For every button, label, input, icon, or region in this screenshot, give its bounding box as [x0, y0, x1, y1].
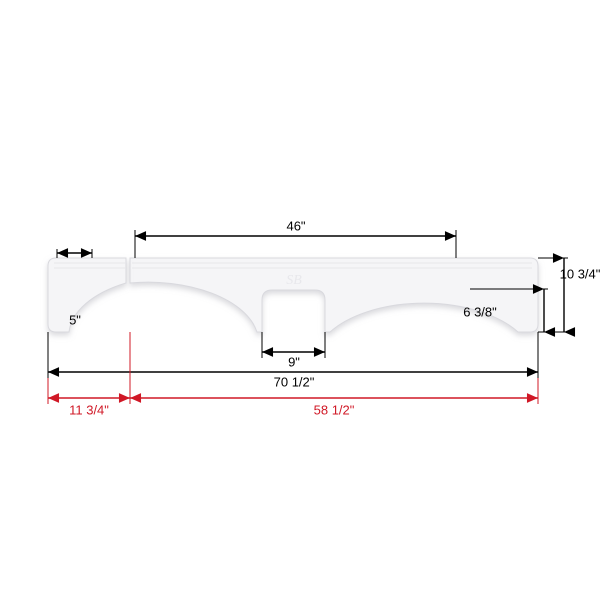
label-46: 46": [286, 219, 305, 234]
label-1034: 10 3/4": [560, 267, 600, 282]
label-11-red: 11 3/4": [69, 403, 109, 418]
technical-drawing: SB: [0, 0, 600, 600]
label-9: 9": [288, 355, 300, 370]
dimensions-svg: [0, 0, 600, 600]
label-5: 5": [69, 313, 81, 328]
label-638: 6 3/8": [463, 305, 497, 320]
label-70: 70 1/2": [274, 375, 315, 390]
label-58-red: 58 1/2": [314, 403, 355, 418]
